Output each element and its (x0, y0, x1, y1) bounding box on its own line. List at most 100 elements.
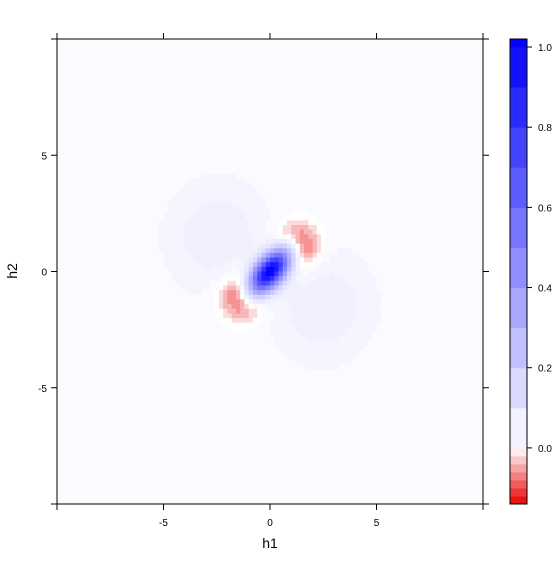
heatmap-cell (82, 424, 88, 431)
heatmap-cell (142, 66, 148, 73)
heatmap-cell (244, 434, 250, 440)
heatmap-cell (159, 215, 165, 221)
heatmap-cell (223, 229, 228, 235)
heatmap-cell (154, 378, 160, 384)
heatmap-cell (61, 173, 67, 180)
heatmap-cell (150, 122, 156, 128)
heatmap-cell (240, 136, 246, 142)
heatmap-cell (261, 187, 267, 194)
heatmap-cell (103, 108, 109, 114)
heatmap-cell (172, 234, 177, 240)
heatmap-cell (159, 308, 165, 314)
heatmap-cell (146, 462, 152, 468)
heatmap-cell (193, 336, 199, 342)
heatmap-cell (65, 280, 71, 287)
heatmap-cell (261, 201, 267, 207)
heatmap-cell (95, 490, 101, 496)
heatmap-cell (172, 355, 177, 361)
heatmap-cell (91, 48, 96, 54)
heatmap-cell (244, 462, 250, 468)
heatmap-cell (82, 499, 88, 505)
heatmap-cell (57, 452, 62, 459)
heatmap-cell (210, 197, 216, 203)
heatmap-cell (86, 136, 92, 142)
heatmap-cell (252, 438, 258, 445)
heatmap-cell (125, 48, 131, 54)
heatmap-cell (197, 476, 203, 482)
heatmap-cell (176, 206, 182, 212)
heatmap-cell (57, 141, 62, 147)
heatmap-cell (154, 387, 160, 393)
heatmap-cell (95, 159, 101, 166)
heatmap-cell (189, 122, 194, 128)
heatmap-cell (112, 499, 118, 505)
heatmap-cell (163, 66, 169, 73)
heatmap-cell (112, 294, 118, 300)
heatmap-cell (137, 378, 143, 384)
heatmap-cell (74, 145, 79, 152)
heatmap-cell (223, 62, 228, 68)
heatmap-cell (163, 118, 169, 124)
heatmap-cell (125, 485, 131, 491)
heatmap-cell (265, 271, 271, 277)
heatmap-cell (218, 466, 224, 473)
heatmap-cell (125, 225, 131, 231)
heatmap-cell (95, 229, 101, 235)
heatmap-cell (184, 164, 190, 170)
heatmap-cell (116, 271, 122, 277)
heatmap-cell (210, 178, 216, 184)
heatmap-cell (265, 331, 271, 338)
heatmap-cell (231, 313, 237, 319)
heatmap-cell (116, 215, 122, 221)
heatmap-cell (227, 52, 233, 59)
heatmap-cell (146, 276, 152, 282)
heatmap-cell (210, 452, 216, 459)
heatmap-cell (257, 229, 263, 235)
heatmap-cell (74, 443, 79, 449)
heatmap-cell (223, 318, 228, 324)
heatmap-cell (184, 355, 190, 361)
heatmap-cell (150, 243, 156, 249)
heatmap-cell (120, 183, 126, 189)
heatmap-cell (108, 411, 113, 417)
heatmap-cell (223, 80, 228, 87)
heatmap-cell (252, 48, 258, 54)
heatmap-cell (180, 215, 186, 221)
heatmap-cell (206, 71, 211, 77)
heatmap-cell (154, 127, 160, 133)
heatmap-cell (57, 80, 62, 87)
heatmap-cell (116, 243, 122, 249)
heatmap-cell (78, 327, 84, 333)
heatmap-cell (235, 476, 241, 482)
heatmap-cell (244, 136, 250, 142)
heatmap-cell (116, 322, 122, 328)
heatmap-cell (65, 262, 71, 268)
heatmap-cell (180, 364, 186, 370)
heatmap-cell (103, 476, 109, 482)
heatmap-cell (184, 192, 190, 198)
heatmap-cell (154, 457, 160, 463)
heatmap-cell (99, 383, 105, 389)
heatmap-cell (201, 401, 207, 407)
heatmap-cell (210, 192, 216, 198)
heatmap-cell (146, 359, 152, 366)
heatmap-cell (180, 318, 186, 324)
heatmap-cell (193, 308, 199, 314)
heatmap-cell (95, 322, 101, 328)
heatmap-cell (65, 476, 71, 482)
heatmap-cell (99, 71, 105, 77)
heatmap-cell (69, 424, 75, 431)
heatmap-cell (265, 304, 271, 310)
heatmap-cell (108, 443, 113, 449)
heatmap-cell (167, 150, 173, 156)
heatmap-cell (184, 257, 190, 263)
heatmap-cell (103, 462, 109, 468)
heatmap-cell (125, 62, 131, 68)
heatmap-cell (223, 183, 228, 189)
heatmap-cell (82, 341, 88, 347)
heatmap-cell (248, 322, 254, 328)
heatmap-cell (112, 197, 118, 203)
heatmap-cell (133, 359, 139, 366)
heatmap-cell (103, 266, 109, 273)
heatmap-cell (150, 424, 156, 431)
